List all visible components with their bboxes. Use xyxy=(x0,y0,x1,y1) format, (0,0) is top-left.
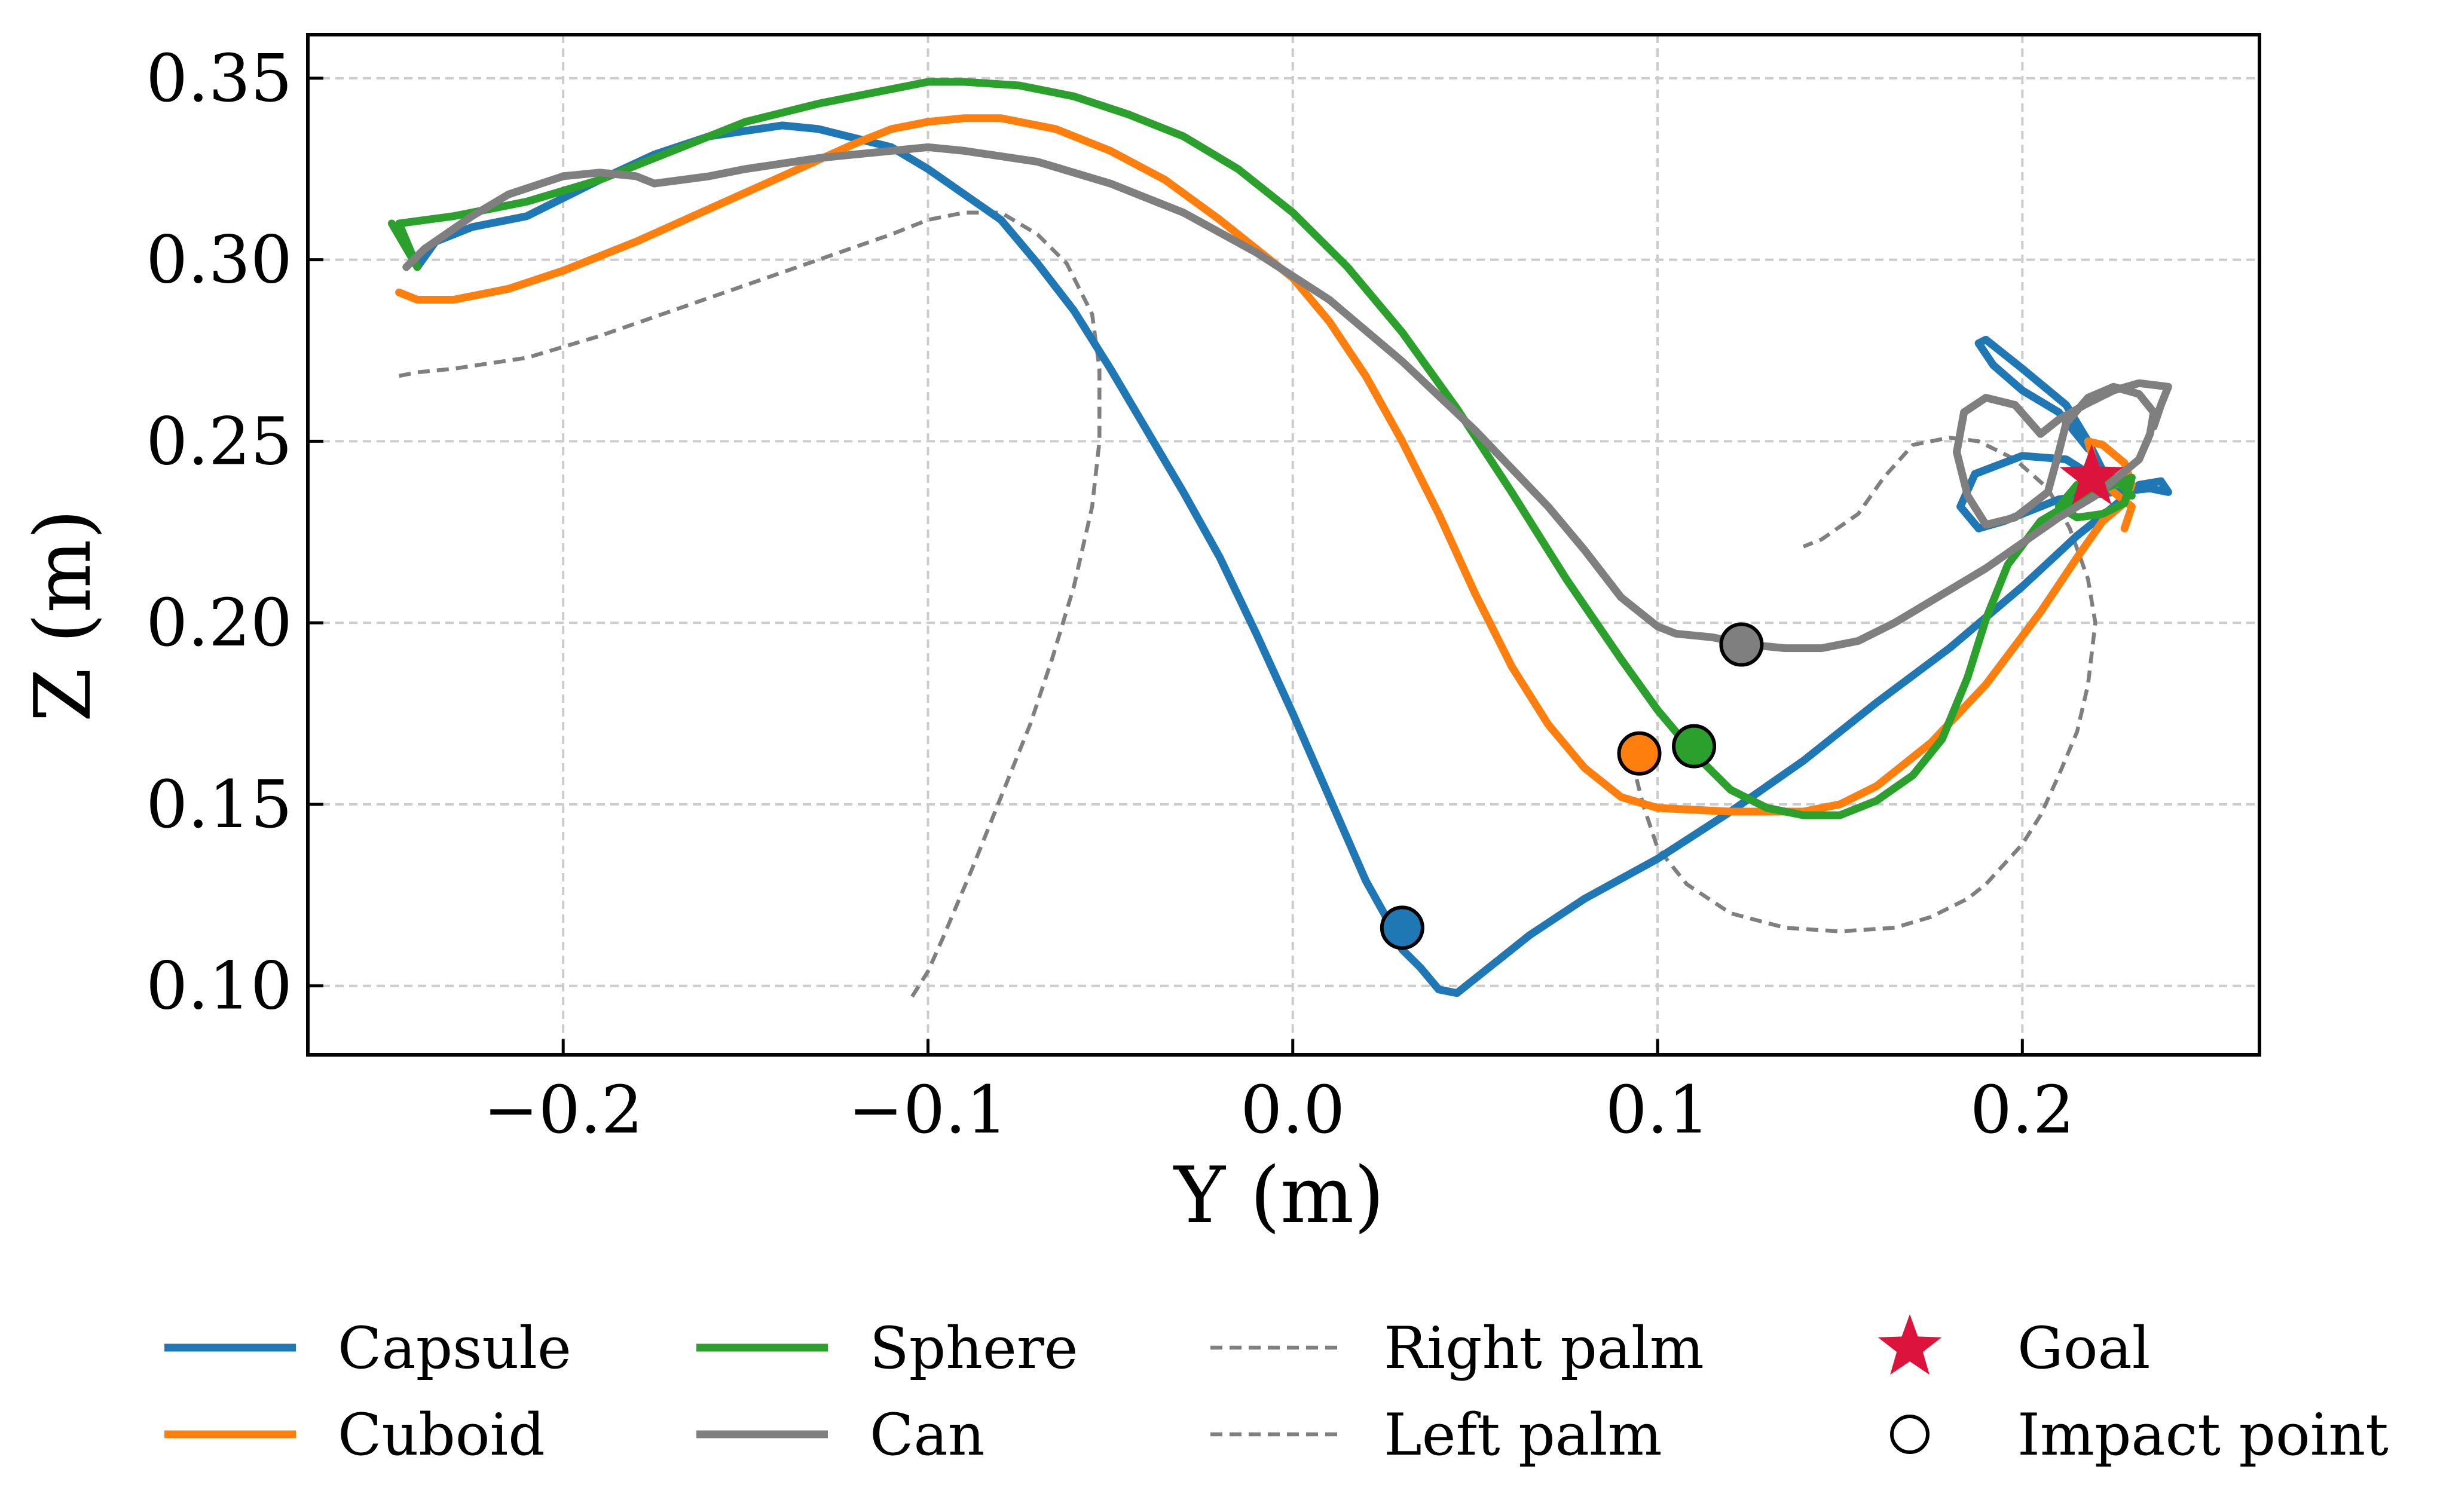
legend-label-cuboid: Cuboid xyxy=(338,1401,545,1468)
x-tick-label: 0.2 xyxy=(1970,1072,2075,1148)
y-tick-label: 0.30 xyxy=(146,222,292,298)
impact-point-capsule xyxy=(1380,905,1424,950)
y-tick-label: 0.20 xyxy=(146,584,292,661)
series-line-left-palm xyxy=(1630,436,2097,933)
legend-label-impact-point: Impact point xyxy=(2017,1401,2389,1468)
legend-label-capsule: Capsule xyxy=(338,1315,571,1382)
y-tick-label: 0.10 xyxy=(146,948,292,1024)
legend-label-right-palm: Right palm xyxy=(1384,1315,1704,1382)
legend: Capsule Cuboid Sphere Can Right palm Left pal… xyxy=(164,1314,2389,1468)
x-tick-label: −0.2 xyxy=(484,1072,643,1148)
x-tick-label: −0.1 xyxy=(848,1072,1008,1148)
y-tick-label: 0.35 xyxy=(146,40,292,117)
legend-label-left-palm: Left palm xyxy=(1384,1401,1662,1468)
y-tick-label: 0.15 xyxy=(146,766,292,843)
legend-swatch-goal xyxy=(1878,1314,1942,1375)
impact-point-sphere xyxy=(1672,724,1717,769)
y-axis-title: Z (m) xyxy=(17,509,108,722)
x-axis-title: Y (m) xyxy=(1173,1150,1384,1241)
legend-swatch-impact-point xyxy=(1890,1415,1930,1454)
legend-label-sphere: Sphere xyxy=(870,1315,1078,1382)
axes: −0.2 −0.1 0.0 0.1 0.2 0.10 0.15 0.20 0.25 0.30 0.3… xyxy=(146,33,2261,1148)
plot-area xyxy=(387,78,2172,1002)
y-tick-label: 0.25 xyxy=(146,403,292,479)
series-line-can xyxy=(402,143,2172,653)
goal-marker xyxy=(2060,444,2124,505)
x-tick-label: 0.1 xyxy=(1606,1072,1710,1148)
plot-frame xyxy=(306,33,2261,1057)
impact-point-can xyxy=(1719,622,1764,667)
legend-label-goal: Goal xyxy=(2017,1315,2150,1382)
impact-point-cuboid xyxy=(1617,731,1662,776)
x-tick-label: 0.0 xyxy=(1240,1072,1345,1148)
series-line-right-palm xyxy=(398,210,1102,1002)
legend-label-can: Can xyxy=(870,1401,985,1468)
series-line-sphere xyxy=(387,78,2136,819)
